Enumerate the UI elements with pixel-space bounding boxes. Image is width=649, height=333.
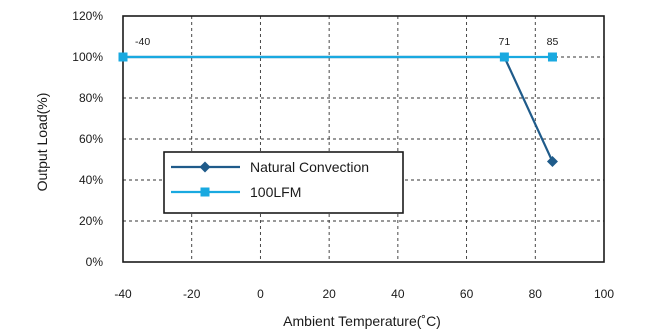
legend-label: 100LFM <box>250 184 301 200</box>
series-line <box>123 55 554 163</box>
y-axis-ticks: 0% 20% 40% 60% 80% 100% 120% <box>72 9 103 269</box>
square-marker <box>200 187 210 197</box>
x-axis-ticks: -40 -20 0 20 40 60 80 100 <box>114 287 614 301</box>
y-tick-label: 0% <box>86 255 104 269</box>
point-annotation: 71 <box>499 36 511 48</box>
x-tick-label: -40 <box>114 287 132 301</box>
x-tick-label: 20 <box>322 287 336 301</box>
annotations: -40 71 85 <box>135 36 558 48</box>
point-annotation: 85 <box>547 36 559 48</box>
grid-lines <box>123 16 604 262</box>
y-tick-label: 60% <box>79 132 103 146</box>
y-tick-label: 120% <box>72 9 103 23</box>
legend-box <box>163 151 404 214</box>
point-annotation: -40 <box>135 36 150 48</box>
legend-entry: Natural Convection <box>171 159 369 175</box>
series-100lfm <box>118 52 557 62</box>
plot-area-frame <box>122 15 605 263</box>
x-tick-label: 60 <box>460 287 474 301</box>
square-marker <box>499 52 509 62</box>
legend-label: Natural Convection <box>250 159 369 175</box>
x-tick-label: 0 <box>257 287 264 301</box>
x-tick-label: 80 <box>529 287 543 301</box>
square-marker <box>547 52 557 62</box>
y-tick-label: 100% <box>72 50 103 64</box>
series-natural-convection <box>123 55 558 168</box>
diamond-marker <box>546 156 558 168</box>
x-tick-label: 40 <box>391 287 405 301</box>
y-tick-label: 80% <box>79 91 103 105</box>
diamond-marker <box>199 161 211 173</box>
legend: Natural Convection 100LFM <box>163 151 404 214</box>
y-axis-label: Output Load(%) <box>34 93 50 192</box>
x-tick-label: 100 <box>594 287 614 301</box>
square-marker <box>118 52 128 62</box>
legend-entry: 100LFM <box>171 184 301 200</box>
x-axis-label: Ambient Temperature(˚C) <box>283 313 441 329</box>
series-group <box>118 52 558 168</box>
x-tick-label: -20 <box>183 287 201 301</box>
y-tick-label: 20% <box>79 214 103 228</box>
y-tick-label: 40% <box>79 173 103 187</box>
